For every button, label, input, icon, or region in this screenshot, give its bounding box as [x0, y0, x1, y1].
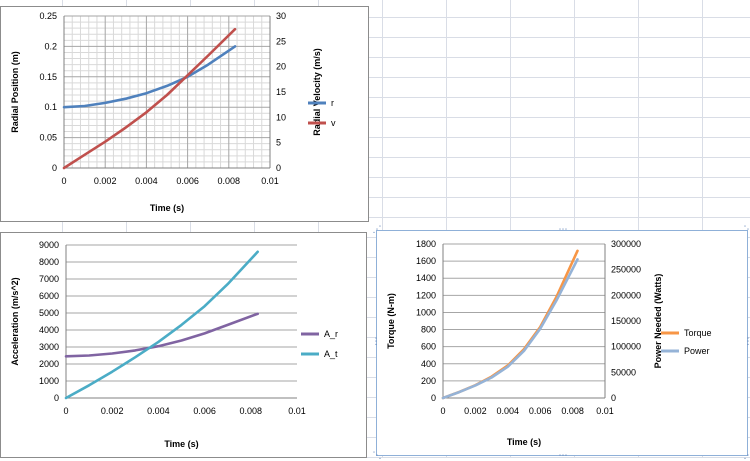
x-tick-label: 0.008	[561, 406, 584, 416]
chart-svg: 0 0.002 0.004 0.006 0.008 0.01 0 200 400 600 800 10…	[386, 239, 712, 447]
x-tick-label: 0	[61, 176, 66, 186]
legend-label-a-r: A_r	[324, 329, 338, 339]
y-axis-title: Radial Position (m)	[10, 51, 20, 133]
y-tick-label: 8000	[39, 257, 59, 267]
y-axis-title: Torque (N-m)	[386, 293, 396, 349]
x-axis-title: Time (s)	[164, 439, 198, 449]
y2-tick-label: 5	[276, 138, 281, 148]
resize-handle-top[interactable]: ⋯	[558, 225, 568, 235]
legend-label-v: v	[331, 118, 336, 128]
y2-tick-label: 30	[276, 11, 286, 21]
y-tick-label: 1000	[416, 307, 436, 317]
x-tick-label: 0.002	[94, 176, 117, 186]
y-tick-label: 200	[421, 376, 436, 386]
y2-axis-title: Radial Velocity (m/s)	[312, 48, 322, 136]
resize-handle-bottom[interactable]: ⋯	[558, 451, 568, 461]
series-line-torque[interactable]	[441, 249, 579, 400]
y2-tick-label: 0	[611, 393, 616, 403]
y-tick-label: 1600	[416, 256, 436, 266]
y-axis-title: Acceleration (m/s^2)	[10, 277, 20, 365]
resize-handle-bottom-right[interactable]: ⋰	[743, 451, 750, 461]
resize-handle-right[interactable]: ⋮	[743, 337, 750, 347]
series-line-r[interactable]	[62, 45, 237, 109]
y-tick-label: 0	[431, 393, 436, 403]
resize-handle-bottom-left[interactable]: ⋱	[372, 451, 382, 461]
x-axis-title: Time (s)	[150, 203, 184, 213]
chart-radial-position-velocity[interactable]: 0 0.002 0.004 0.006 0.008 0.01 0 0.05 0.1 0.15 0.2…	[0, 6, 369, 222]
y2-tick-label: 20	[276, 62, 286, 72]
y-tick-label: 0	[54, 393, 59, 403]
y-tick-label: 1200	[416, 290, 436, 300]
y-tick-label: 800	[421, 325, 436, 335]
resize-handle-left[interactable]: ⋮	[371, 337, 381, 347]
y-tick-label: 5000	[39, 308, 59, 318]
x-tick-label: 0.002	[464, 406, 487, 416]
series-line-a-r[interactable]	[64, 312, 260, 358]
x-tick-label: 0.008	[240, 406, 263, 416]
x-tick-label: 0.004	[135, 176, 158, 186]
y-tick-label: 0.15	[39, 72, 57, 82]
y-tick-label: 600	[421, 342, 436, 352]
legend-label-a-t: A_t	[324, 349, 338, 359]
chart-svg: 0 0.002 0.004 0.006 0.008 0.01 0 0.05 0.1 0.15 0.2…	[10, 11, 336, 213]
y-tick-label: 1400	[416, 273, 436, 283]
y-tick-label: 6000	[39, 291, 59, 301]
y2-tick-label: 300000	[611, 239, 641, 249]
chart-torque-power[interactable]: ⋯ ⋯ ⋮ ⋮ ⋰ ⋱ ⋱ ⋰ 0 0.002 0.004 0.006 0.008 0.0…	[372, 225, 750, 461]
series-line-v[interactable]	[62, 27, 237, 170]
y2-tick-label: 10	[276, 112, 286, 122]
x-tick-label: 0.004	[147, 406, 170, 416]
series-line-a-t[interactable]	[64, 250, 260, 400]
series-line-power[interactable]	[441, 258, 579, 400]
y2-tick-label: 150000	[611, 316, 641, 326]
y2-tick-label: 0	[276, 163, 281, 173]
y-tick-label: 9000	[39, 240, 59, 250]
y-tick-label: 0.2	[44, 41, 57, 51]
x-tick-label: 0.006	[529, 406, 552, 416]
legend-label-power: Power	[684, 346, 710, 356]
y2-axis-title: Power Needed (Watts)	[653, 274, 663, 369]
y-tick-label: 0.25	[39, 11, 57, 21]
x-tick-label: 0	[440, 406, 445, 416]
y-tick-label: 4000	[39, 325, 59, 335]
y2-tick-label: 15	[276, 87, 286, 97]
y2-tick-label: 100000	[611, 342, 641, 352]
y2-tick-label: 50000	[611, 367, 636, 377]
chart-svg: 0 0.002 0.004 0.006 0.008 0.01 0 1000 2000 3000 40…	[10, 240, 338, 449]
y-tick-label: 0	[52, 163, 57, 173]
x-tick-label: 0.004	[497, 406, 520, 416]
y2-tick-label: 200000	[611, 290, 641, 300]
resize-handle-top-right[interactable]: ⋱	[743, 225, 750, 235]
x-axis-title: Time (s)	[507, 437, 541, 447]
y-tick-label: 1000	[39, 376, 59, 386]
y-tick-label: 0.05	[39, 133, 57, 143]
x-tick-label: 0	[63, 406, 68, 416]
y2-tick-label: 250000	[611, 265, 641, 275]
x-tick-label: 0.006	[176, 176, 199, 186]
x-tick-label: 0.002	[101, 406, 124, 416]
x-tick-label: 0.01	[288, 406, 306, 416]
y-tick-label: 400	[421, 359, 436, 369]
y-tick-label: 7000	[39, 274, 59, 284]
y-tick-label: 3000	[39, 342, 59, 352]
legend-label-r: r	[331, 98, 334, 108]
x-tick-label: 0.008	[218, 176, 241, 186]
y-tick-label: 1800	[416, 239, 436, 249]
y-tick-label: 0.1	[44, 102, 57, 112]
legend-label-torque: Torque	[684, 328, 712, 338]
chart-acceleration[interactable]: 0 0.002 0.004 0.006 0.008 0.01 0 1000 2000 3000 40…	[0, 232, 367, 458]
resize-handle-top-left[interactable]: ⋰	[372, 225, 382, 235]
x-tick-label: 0.006	[193, 406, 216, 416]
x-tick-label: 0.01	[261, 176, 279, 186]
y-tick-label: 2000	[39, 359, 59, 369]
y2-tick-label: 25	[276, 36, 286, 46]
x-tick-label: 0.01	[596, 406, 614, 416]
